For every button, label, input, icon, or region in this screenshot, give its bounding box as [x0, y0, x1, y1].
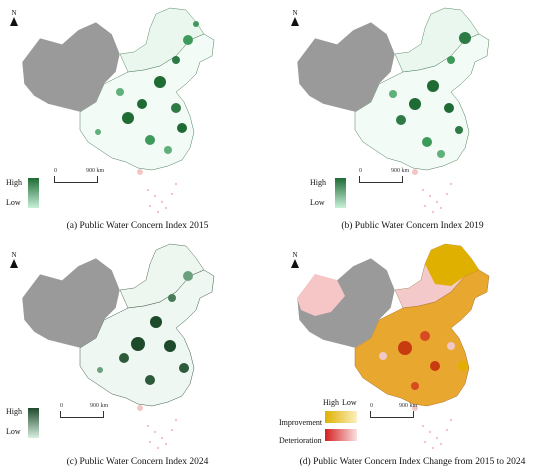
- panel-a: N High Low 0 900 km (a) Public Water Con…: [0, 0, 275, 235]
- north-arrow: N: [289, 252, 301, 268]
- north-arrow: N: [8, 252, 20, 268]
- north-label: N: [292, 251, 298, 259]
- scale-bar: [359, 176, 403, 183]
- legend-high-label: High: [323, 398, 339, 407]
- caption-d: (d) Public Water Concern Index Change fr…: [299, 457, 526, 467]
- north-label: N: [292, 9, 298, 17]
- map-2015: [0, 0, 275, 235]
- scale-end: 900 km: [391, 168, 410, 174]
- scale-end: 900 km: [86, 168, 105, 174]
- legend-low-label: Low: [6, 427, 21, 436]
- caption-a: (a) Public Water Concern Index 2015: [66, 221, 209, 231]
- scale-start: 0: [370, 403, 373, 409]
- north-arrow-icon: [10, 259, 18, 268]
- scale-bar: [54, 176, 98, 183]
- scale-end: 900 km: [90, 403, 109, 409]
- north-arrow-icon: [291, 259, 299, 268]
- caption-b: (b) Public Water Concern Index 2019: [341, 221, 484, 231]
- map-2024: [0, 236, 275, 471]
- north-arrow-icon: [10, 17, 18, 26]
- legend-gradient: [28, 178, 39, 208]
- legend-low-label: Low: [6, 198, 21, 207]
- north-arrow: N: [8, 10, 20, 26]
- legend-gradient: [335, 178, 346, 208]
- legend-deterioration-label: Deterioration: [279, 436, 322, 445]
- legend-improvement-gradient: [325, 411, 357, 423]
- caption-c: (c) Public Water Concern Index 2024: [66, 457, 209, 467]
- legend-deterioration-gradient: [325, 429, 357, 441]
- scale-bar: [370, 411, 414, 418]
- legend-low-label: Low: [310, 198, 325, 207]
- panel-b: N High Low 0 900 km (b) Public Water Con…: [275, 0, 550, 235]
- legend-gradient: [28, 408, 39, 438]
- legend-high-label: High: [6, 178, 22, 187]
- legend-improvement-label: Improvement: [279, 418, 323, 427]
- legend-high-label: High: [6, 407, 22, 416]
- scale-start: 0: [359, 168, 362, 174]
- north-label: N: [11, 251, 17, 259]
- scale-start: 0: [60, 403, 63, 409]
- north-label: N: [11, 9, 17, 17]
- scale-end: 900 km: [399, 403, 418, 409]
- scale-bar: [60, 411, 104, 418]
- legend-high-label: High: [310, 178, 326, 187]
- legend-low-label: Low: [342, 398, 357, 407]
- panel-c: N High Low 0 900 km (c) Public Water Con…: [0, 236, 275, 471]
- panel-d: N High Low Improvement Deterioration 0 9…: [275, 236, 550, 471]
- north-arrow-icon: [291, 17, 299, 26]
- scale-start: 0: [54, 168, 57, 174]
- north-arrow: N: [289, 10, 301, 26]
